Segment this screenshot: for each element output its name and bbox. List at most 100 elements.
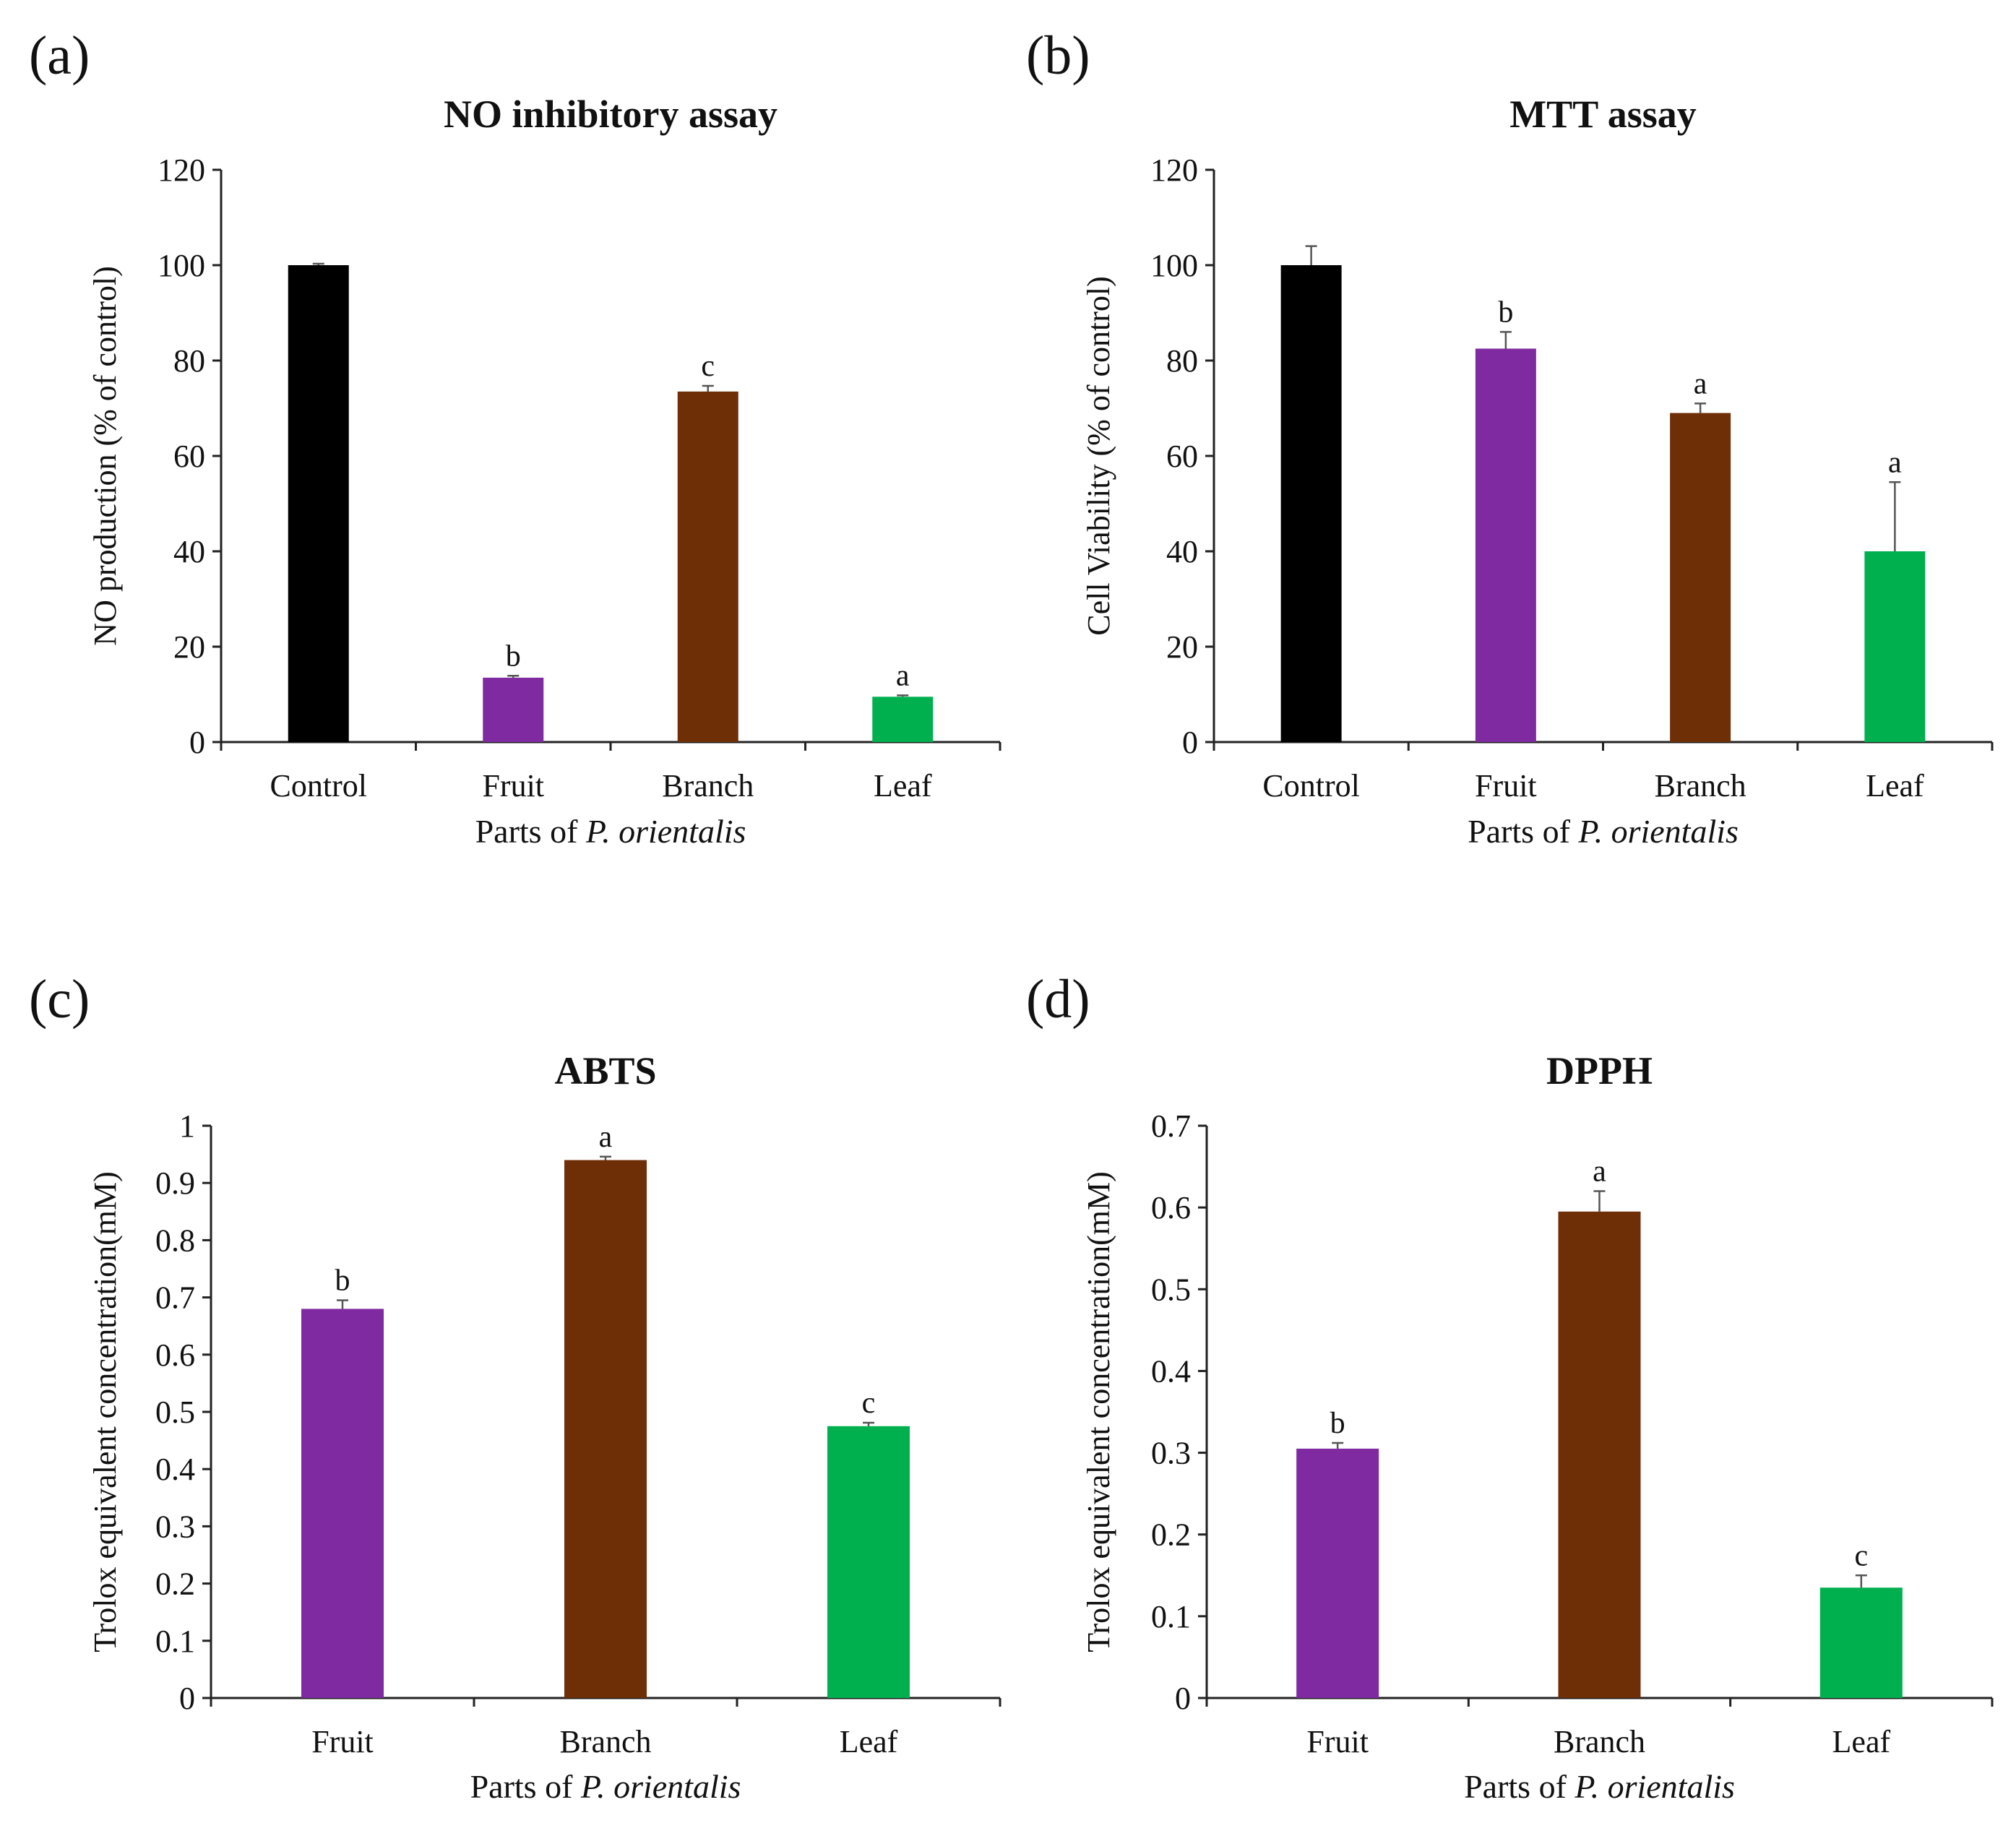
x-category-label: Branch xyxy=(662,768,754,803)
y-tick-label: 80 xyxy=(173,343,205,379)
y-tick-label: 0.4 xyxy=(155,1452,195,1487)
chart-panel-d: (d) DPPH 0 0.1 0.2 0.3 0.4 0.5 0.6 0.7 b Fruit a Bran… xyxy=(1026,969,1994,1805)
x-category-label: Control xyxy=(270,768,367,803)
x-axis-label: Parts of P. orientalis xyxy=(1464,1768,1735,1805)
y-tick-label: 40 xyxy=(173,534,205,569)
x-category-label: Branch xyxy=(1655,768,1746,803)
significance-letter: a xyxy=(896,659,910,692)
significance-letter: a xyxy=(1888,446,1902,479)
x-axis-label-prefix: Parts of xyxy=(1468,813,1578,850)
significance-letter: a xyxy=(1694,367,1707,400)
x-category-label: Leaf xyxy=(1866,768,1924,803)
x-axis-label-species: P. orientalis xyxy=(585,813,746,850)
chart-panel-a: (a) NO inhibitory assay 0 20 40 60 80 100 120 Con… xyxy=(29,25,1001,850)
y-tick-label: 100 xyxy=(158,248,205,283)
bar-leaf xyxy=(872,697,934,742)
y-tick-label: 0.6 xyxy=(155,1337,195,1373)
bar-fruit xyxy=(301,1309,384,1698)
bar-control xyxy=(288,265,349,742)
y-tick-label: 0.7 xyxy=(155,1280,195,1316)
x-category-label: Control xyxy=(1262,768,1359,803)
panel-label: (c) xyxy=(29,969,90,1030)
x-axis-label-prefix: Parts of xyxy=(475,813,586,850)
significance-letter: b xyxy=(1498,296,1513,329)
bar-leaf xyxy=(827,1426,910,1698)
y-tick-label: 0.7 xyxy=(1151,1108,1191,1144)
chart-title: ABTS xyxy=(554,1049,656,1092)
x-category-label: Fruit xyxy=(1475,768,1537,803)
significance-letter: b xyxy=(335,1264,350,1298)
y-tick-label: 0.8 xyxy=(155,1223,195,1258)
chart-title: MTT assay xyxy=(1509,92,1697,136)
y-tick-label: 0.3 xyxy=(155,1509,195,1544)
chart-panel-c: (c) ABTS 0 0.1 0.2 0.3 0.4 0.5 0.6 0.7 0.8 0.9 1 b Fru… xyxy=(29,969,1001,1805)
y-tick-label: 0.6 xyxy=(1151,1190,1191,1225)
y-tick-label: 0 xyxy=(1175,1681,1191,1716)
y-tick-label: 0 xyxy=(1182,725,1198,760)
panel-label: (a) xyxy=(29,25,90,86)
bar-branch xyxy=(677,391,738,742)
x-axis-label-prefix: Parts of xyxy=(1464,1768,1575,1805)
y-axis-label: Trolox equivalent concentration(mM) xyxy=(87,1171,123,1652)
bar-branch xyxy=(564,1160,647,1698)
significance-letter: a xyxy=(599,1121,613,1154)
bar-leaf xyxy=(1864,551,1926,742)
y-tick-label: 60 xyxy=(173,439,205,474)
chart-panel-b: (b) MTT assay 0 20 40 60 80 100 120 Control b Fruit… xyxy=(1026,25,1994,850)
bar-branch xyxy=(1670,413,1731,742)
y-tick-label: 0 xyxy=(179,1681,195,1716)
x-category-label: Leaf xyxy=(1832,1724,1891,1759)
chart-title: NO inhibitory assay xyxy=(444,92,777,136)
y-tick-label: 60 xyxy=(1166,439,1198,474)
significance-letter: c xyxy=(862,1387,876,1420)
y-tick-label: 80 xyxy=(1166,343,1198,379)
significance-letter: c xyxy=(701,350,715,383)
y-tick-label: 0.4 xyxy=(1151,1353,1191,1389)
bar-branch xyxy=(1558,1211,1641,1698)
panel-label: (d) xyxy=(1026,969,1090,1030)
x-category-label: Fruit xyxy=(311,1724,374,1759)
y-tick-label: 120 xyxy=(158,152,205,188)
y-axis-label: Trolox equivalent concentration(mM) xyxy=(1081,1171,1116,1652)
x-category-label: Leaf xyxy=(874,768,932,803)
x-axis-label: Parts of P. orientalis xyxy=(475,813,746,850)
x-category-label: Leaf xyxy=(840,1724,898,1759)
x-axis-label-species: P. orientalis xyxy=(580,1768,741,1805)
y-axis-label: Cell Viability (% of control) xyxy=(1081,276,1116,636)
y-tick-label: 0.5 xyxy=(155,1395,195,1430)
significance-letter: a xyxy=(1593,1155,1606,1189)
y-tick-label: 0.5 xyxy=(1151,1272,1191,1307)
y-tick-label: 100 xyxy=(1150,248,1198,283)
panel-label: (b) xyxy=(1026,25,1090,86)
y-tick-label: 20 xyxy=(173,629,205,665)
y-tick-label: 0.9 xyxy=(155,1165,195,1201)
significance-letter: c xyxy=(1855,1539,1869,1572)
y-tick-label: 1 xyxy=(179,1108,195,1144)
significance-letter: b xyxy=(506,639,521,673)
x-category-label: Fruit xyxy=(482,768,544,803)
bar-fruit xyxy=(483,677,544,742)
bar-fruit xyxy=(1296,1448,1379,1698)
y-tick-label: 0.2 xyxy=(1151,1517,1191,1553)
x-category-label: Branch xyxy=(1554,1724,1645,1759)
x-category-label: Branch xyxy=(559,1724,651,1759)
x-axis-label: Parts of P. orientalis xyxy=(1468,813,1739,850)
bar-fruit xyxy=(1475,348,1536,742)
y-tick-label: 120 xyxy=(1150,152,1198,188)
x-axis-label-species: P. orientalis xyxy=(1574,1768,1735,1805)
y-tick-label: 40 xyxy=(1166,534,1198,569)
y-tick-label: 0.1 xyxy=(1151,1599,1191,1634)
y-axis-label: NO production (% of control) xyxy=(87,266,123,645)
y-tick-label: 20 xyxy=(1166,629,1198,665)
y-tick-label: 0 xyxy=(189,725,205,760)
chart-title: DPPH xyxy=(1546,1049,1653,1092)
y-tick-label: 0.1 xyxy=(155,1624,195,1659)
y-tick-label: 0.2 xyxy=(155,1566,195,1602)
x-axis-label-species: P. orientalis xyxy=(1577,813,1739,850)
bar-control xyxy=(1280,265,1342,742)
x-axis-label-prefix: Parts of xyxy=(470,1768,581,1805)
bar-leaf xyxy=(1819,1587,1903,1698)
x-category-label: Fruit xyxy=(1306,1724,1369,1759)
x-axis-label: Parts of P. orientalis xyxy=(470,1768,741,1805)
